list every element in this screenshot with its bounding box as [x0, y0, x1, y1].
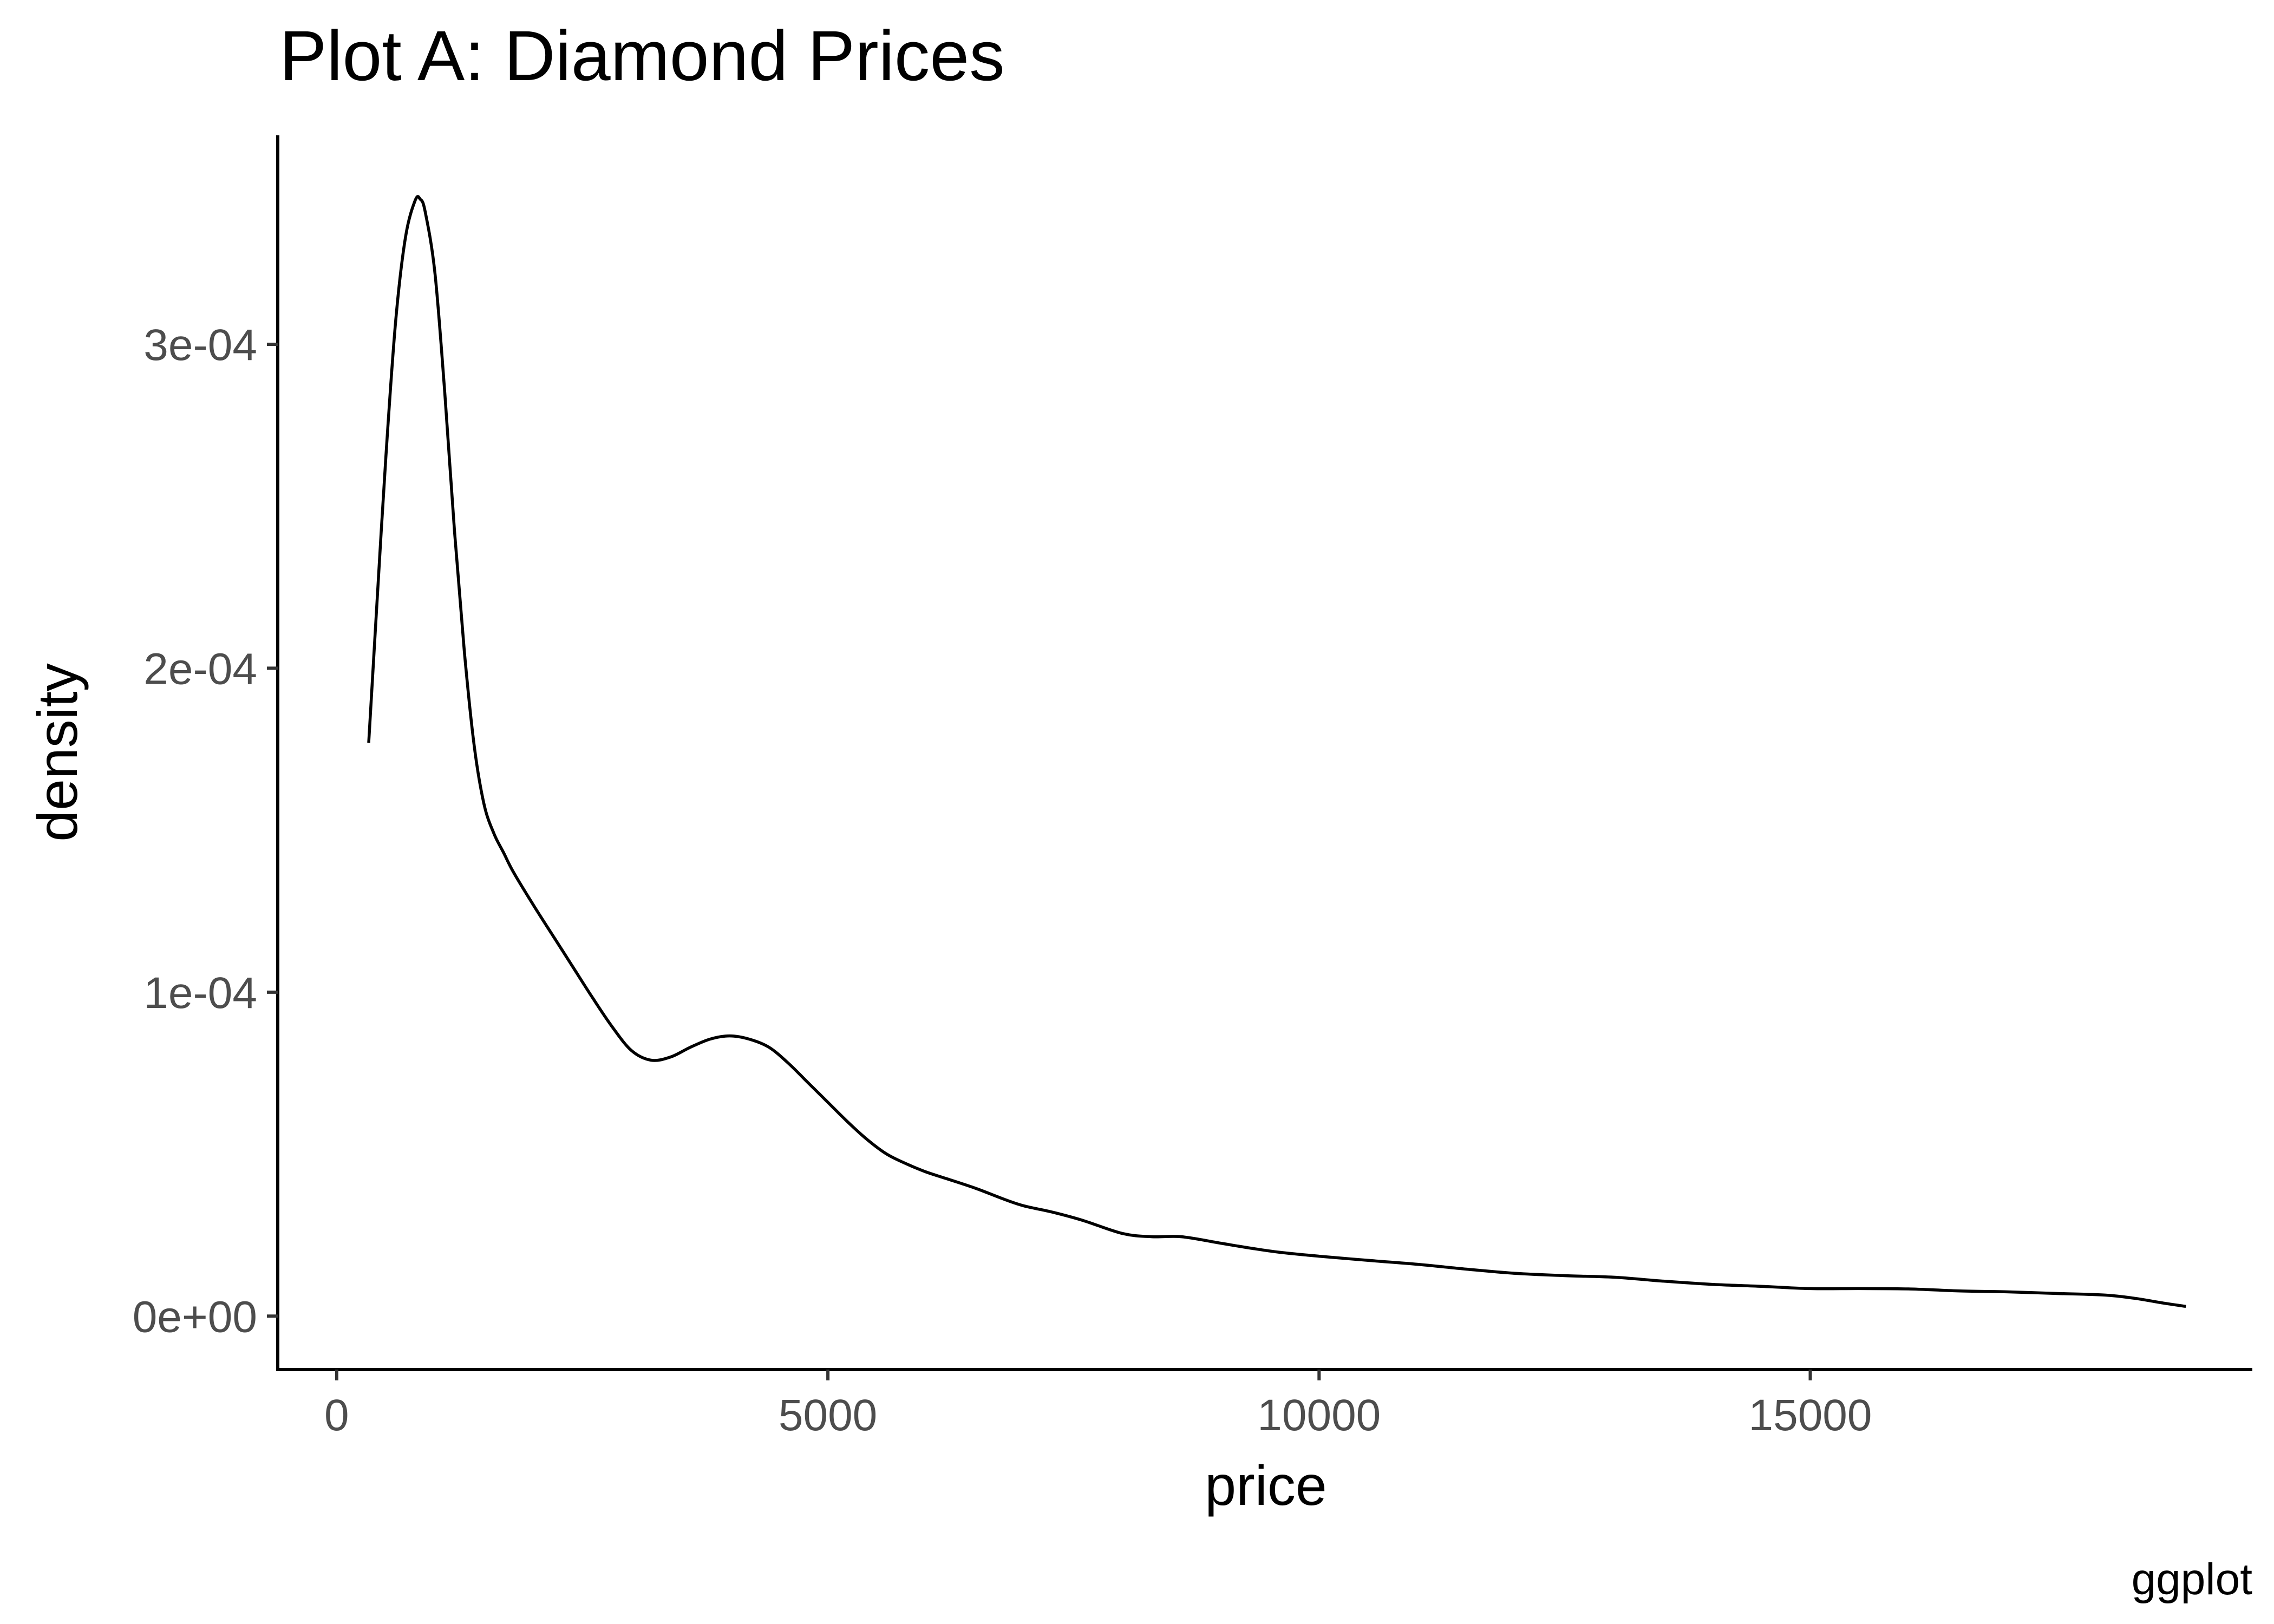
x-axis-ticks: 0 5000 10000 15000	[324, 1370, 1872, 1440]
x-axis-label: price	[1205, 1455, 1327, 1517]
x-tick-label: 15000	[1748, 1391, 1872, 1440]
y-tick-label: 0e+00	[133, 1292, 257, 1341]
y-axis-label: density	[27, 663, 89, 842]
y-tick-label: 1e-04	[143, 968, 257, 1018]
x-tick-label: 0	[324, 1391, 349, 1440]
chart-title: Plot A: Diamond Prices	[279, 16, 1005, 95]
x-tick-label: 5000	[779, 1391, 877, 1440]
y-tick-label: 2e-04	[143, 644, 257, 693]
y-axis-ticks: 0e+00 1e-04 2e-04 3e-04	[133, 320, 278, 1341]
density-line	[367, 195, 2186, 1308]
chart-caption: ggplot	[2132, 1555, 2253, 1604]
plot-area	[367, 195, 2186, 1308]
x-tick-label: 10000	[1257, 1391, 1381, 1440]
y-tick-label: 3e-04	[143, 320, 257, 370]
